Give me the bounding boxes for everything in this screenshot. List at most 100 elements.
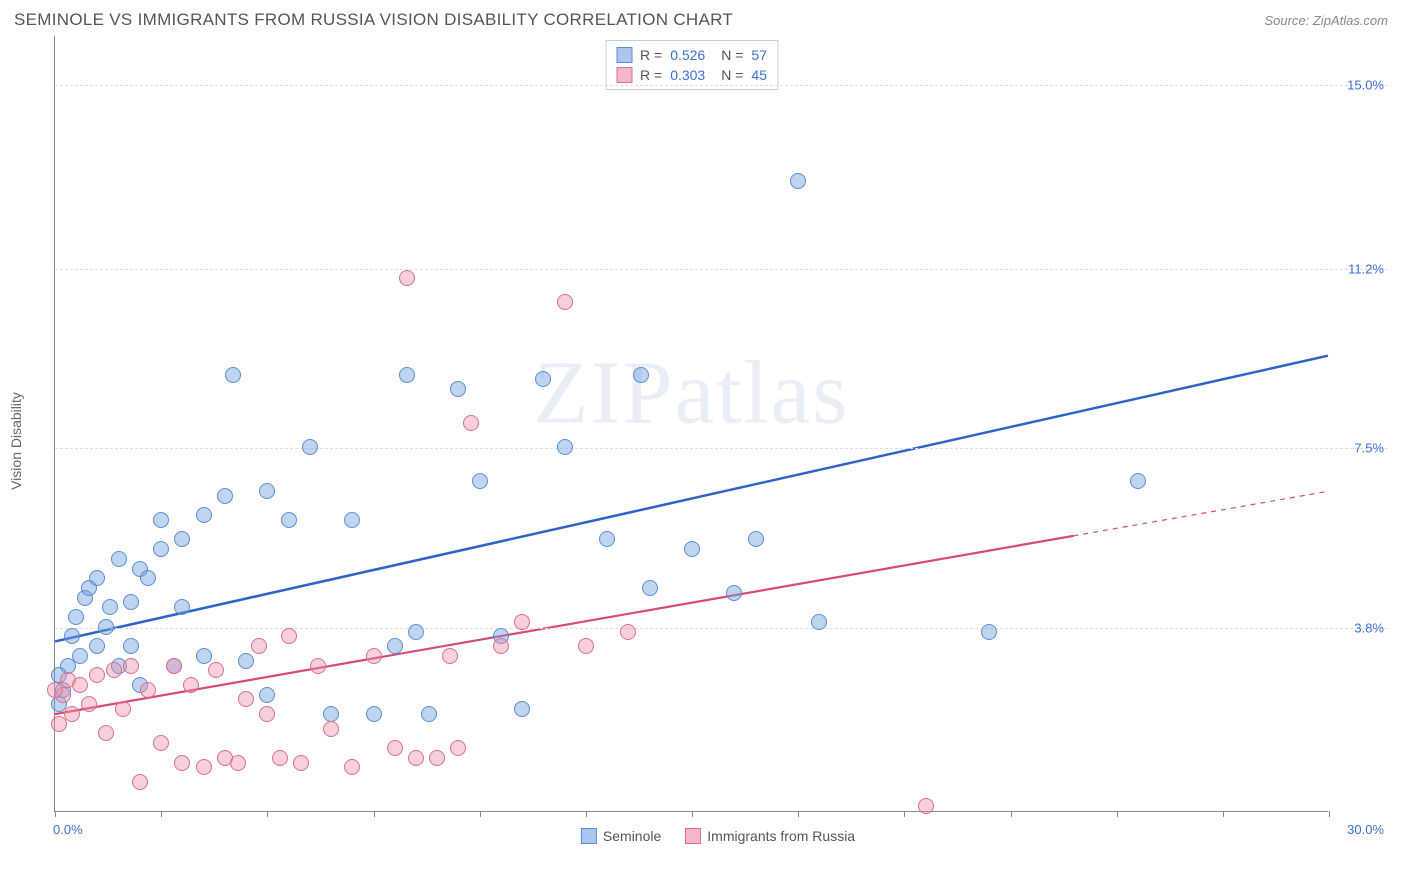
n-value-russia: 45 [751, 67, 767, 83]
data-point-russia [450, 740, 466, 756]
r-value-russia: 0.303 [670, 67, 705, 83]
swatch-seminole [616, 47, 632, 63]
data-point-seminole [684, 541, 700, 557]
x-tick [161, 811, 162, 817]
data-point-seminole [790, 173, 806, 189]
data-point-russia [387, 740, 403, 756]
data-point-seminole [174, 531, 190, 547]
data-point-seminole [726, 585, 742, 601]
legend-item-russia: Immigrants from Russia [685, 828, 855, 844]
data-point-russia [89, 667, 105, 683]
data-point-russia [166, 658, 182, 674]
data-point-russia [115, 701, 131, 717]
data-point-russia [132, 774, 148, 790]
gridline [55, 269, 1388, 270]
data-point-seminole [123, 638, 139, 654]
chart-area: Vision Disability ZIPatlas R =0.526N =57… [48, 36, 1388, 846]
legend-swatch-russia [685, 828, 701, 844]
data-point-russia [578, 638, 594, 654]
data-point-russia [238, 691, 254, 707]
data-point-seminole [140, 570, 156, 586]
data-point-russia [259, 706, 275, 722]
data-point-russia [293, 755, 309, 771]
data-point-seminole [472, 473, 488, 489]
data-point-russia [183, 677, 199, 693]
data-point-seminole [281, 512, 297, 528]
chart-title: SEMINOLE VS IMMIGRANTS FROM RUSSIA VISIO… [14, 10, 733, 30]
x-tick [267, 811, 268, 817]
y-tick-label: 15.0% [1347, 77, 1384, 92]
data-point-seminole [153, 541, 169, 557]
legend-swatch-seminole [581, 828, 597, 844]
x-axis-max-label: 30.0% [1347, 822, 1384, 837]
data-point-seminole [64, 628, 80, 644]
data-point-seminole [98, 619, 114, 635]
data-point-seminole [981, 624, 997, 640]
data-point-russia [174, 755, 190, 771]
data-point-seminole [153, 512, 169, 528]
x-tick [1011, 811, 1012, 817]
data-point-seminole [89, 638, 105, 654]
data-point-russia [918, 798, 934, 814]
data-point-seminole [387, 638, 403, 654]
data-point-russia [557, 294, 573, 310]
data-point-russia [442, 648, 458, 664]
data-point-russia [493, 638, 509, 654]
x-tick [480, 811, 481, 817]
x-tick [798, 811, 799, 817]
data-point-seminole [302, 439, 318, 455]
data-point-seminole [196, 507, 212, 523]
x-tick [904, 811, 905, 817]
gridline [55, 448, 1388, 449]
r-value-seminole: 0.526 [670, 47, 705, 63]
data-point-seminole [557, 439, 573, 455]
plot-area: ZIPatlas R =0.526N =57R =0.303N =45 0.0%… [54, 36, 1328, 812]
y-tick-label: 3.8% [1354, 620, 1384, 635]
x-axis-min-label: 0.0% [53, 822, 83, 837]
n-value-seminole: 57 [751, 47, 767, 63]
data-point-russia [81, 696, 97, 712]
data-point-seminole [111, 551, 127, 567]
x-tick [1329, 811, 1330, 817]
legend-item-seminole: Seminole [581, 828, 661, 844]
data-point-seminole [259, 483, 275, 499]
data-point-seminole [535, 371, 551, 387]
data-point-russia [47, 682, 63, 698]
data-point-russia [140, 682, 156, 698]
data-point-russia [323, 721, 339, 737]
y-tick-label: 11.2% [1348, 261, 1384, 276]
data-point-russia [208, 662, 224, 678]
data-point-russia [514, 614, 530, 630]
data-point-seminole [225, 367, 241, 383]
data-point-russia [408, 750, 424, 766]
gridline [55, 85, 1388, 86]
data-point-russia [106, 662, 122, 678]
stats-row-seminole: R =0.526N =57 [616, 45, 767, 65]
data-point-seminole [68, 609, 84, 625]
data-point-seminole [174, 599, 190, 615]
series-legend: Seminole Immigrants from Russia [581, 828, 855, 844]
data-point-seminole [514, 701, 530, 717]
data-point-seminole [599, 531, 615, 547]
data-point-seminole [642, 580, 658, 596]
x-tick [692, 811, 693, 817]
swatch-russia [616, 67, 632, 83]
legend-label-russia: Immigrants from Russia [707, 828, 855, 844]
data-point-seminole [366, 706, 382, 722]
data-point-russia [196, 759, 212, 775]
data-point-russia [344, 759, 360, 775]
trendline-seminole [55, 356, 1328, 642]
x-tick [586, 811, 587, 817]
data-point-russia [463, 415, 479, 431]
y-axis-label: Vision Disability [8, 392, 24, 490]
data-point-seminole [1130, 473, 1146, 489]
x-tick [1117, 811, 1118, 817]
data-point-russia [64, 706, 80, 722]
x-tick [1223, 811, 1224, 817]
chart-header: SEMINOLE VS IMMIGRANTS FROM RUSSIA VISIO… [0, 0, 1406, 36]
trendline-russia [55, 536, 1073, 714]
y-tick-label: 7.5% [1354, 441, 1384, 456]
stats-row-russia: R =0.303N =45 [616, 65, 767, 85]
data-point-seminole [748, 531, 764, 547]
data-point-russia [399, 270, 415, 286]
